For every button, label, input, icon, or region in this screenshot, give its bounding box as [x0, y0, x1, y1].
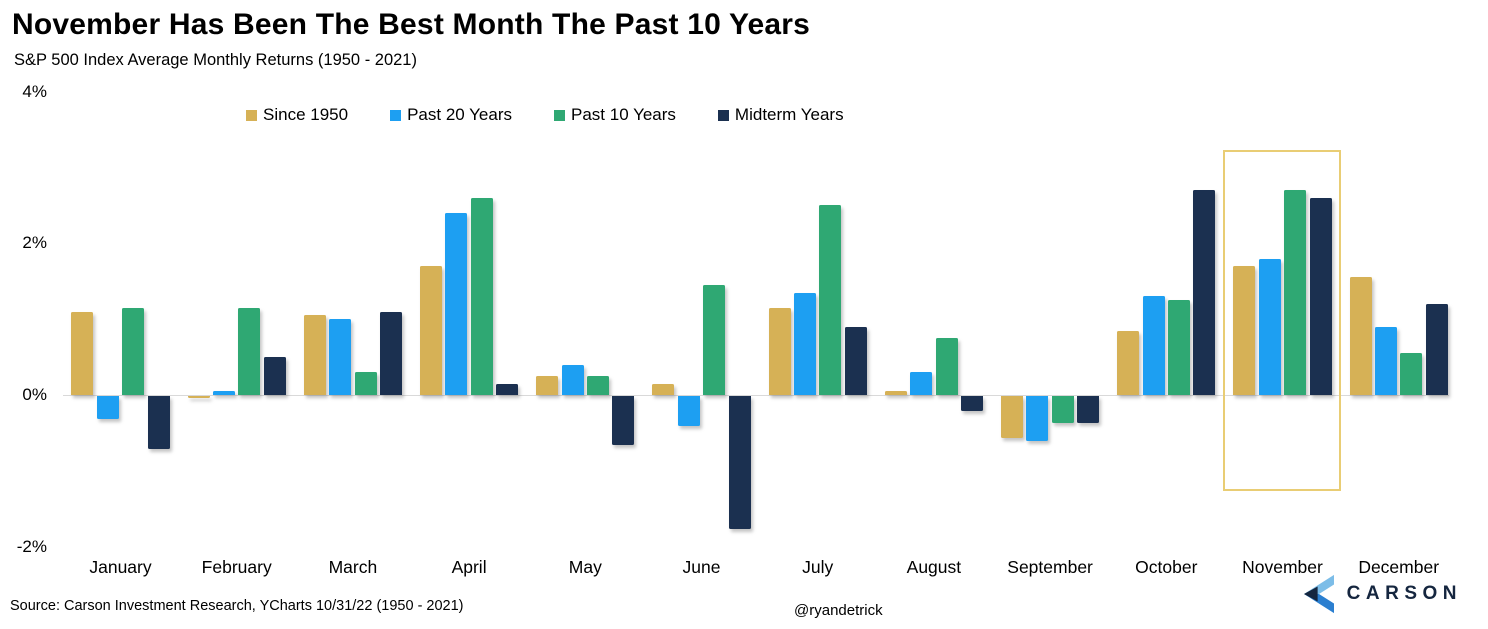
bar-september-past-10-years	[1051, 396, 1074, 423]
x-axis-label-september: September	[1007, 557, 1093, 577]
x-axis-label-june: June	[682, 557, 721, 577]
bar-january-midterm-years	[147, 396, 170, 450]
source-note: Source: Carson Investment Research, YCha…	[10, 598, 464, 614]
bar-july-midterm-years	[844, 326, 867, 395]
carson-logo-icon	[1303, 574, 1334, 614]
legend: Since 1950 Past 20 Years Past 10 Years Midt…	[246, 105, 844, 125]
bar-july-since-1950	[768, 307, 791, 395]
chart-subtitle: S&P 500 Index Average Monthly Returns (1…	[14, 51, 417, 69]
legend-item-past-20-years: Past 20 Years	[390, 105, 512, 125]
bar-june-past-20-years	[677, 396, 700, 427]
bar-november-past-10-years	[1284, 190, 1307, 395]
bar-august-past-10-years	[935, 338, 958, 395]
bar-october-past-10-years	[1167, 300, 1190, 395]
bar-september-past-20-years	[1026, 396, 1049, 442]
bar-february-since-1950	[187, 396, 210, 399]
bar-august-past-20-years	[910, 372, 933, 395]
bar-december-past-10-years	[1400, 353, 1423, 395]
x-axis-label-may: May	[568, 557, 602, 577]
y-axis-tick: 0%	[22, 385, 47, 404]
bar-may-midterm-years	[612, 396, 635, 446]
legend-label: Past 10 Years	[571, 105, 676, 124]
bar-october-since-1950	[1117, 330, 1140, 395]
bar-december-midterm-years	[1425, 304, 1448, 395]
bar-november-past-20-years	[1258, 258, 1281, 395]
bar-april-midterm-years	[496, 383, 519, 395]
bar-june-midterm-years	[728, 396, 751, 529]
bar-june-past-10-years	[703, 285, 726, 395]
x-axis-label-january: January	[89, 557, 152, 577]
bar-december-past-20-years	[1374, 326, 1397, 395]
bar-march-past-20-years	[329, 319, 352, 395]
bar-may-past-10-years	[586, 376, 609, 395]
bar-february-midterm-years	[263, 357, 286, 395]
highlight-box-november	[1223, 150, 1341, 491]
x-axis-label-november: November	[1242, 557, 1323, 577]
bar-april-past-10-years	[470, 197, 493, 395]
bar-july-past-10-years	[819, 205, 842, 395]
legend-item-midterm-years: Midterm Years	[717, 105, 844, 125]
legend-label: Midterm Years	[734, 105, 844, 124]
x-axis-label-july: July	[802, 557, 834, 577]
bar-april-past-20-years	[445, 213, 468, 395]
bar-may-since-1950	[536, 376, 559, 395]
bar-september-since-1950	[1000, 396, 1023, 438]
x-axis-label-december: December	[1358, 557, 1440, 577]
x-axis-label-august: August	[906, 557, 962, 577]
bar-october-midterm-years	[1193, 190, 1216, 395]
legend-item-past-10-years: Past 10 Years	[554, 105, 676, 125]
bar-january-past-10-years	[122, 307, 145, 395]
bar-november-midterm-years	[1309, 197, 1332, 395]
bar-january-past-20-years	[96, 396, 119, 419]
bar-february-past-20-years	[212, 391, 235, 395]
legend-label: Past 20 Years	[407, 105, 512, 124]
bar-february-past-10-years	[238, 307, 261, 395]
y-axis-tick: 2%	[22, 233, 47, 253]
bar-may-past-20-years	[561, 364, 584, 395]
y-axis-tick: -2%	[16, 536, 47, 556]
bar-march-past-10-years	[354, 372, 377, 395]
legend-label: Since 1950	[263, 105, 349, 124]
bar-march-since-1950	[303, 315, 326, 395]
bar-december-since-1950	[1349, 277, 1372, 395]
bar-august-since-1950	[884, 391, 907, 395]
legend-item-since-1950: Since 1950	[246, 105, 348, 125]
bar-august-midterm-years	[960, 396, 983, 412]
legend-swatch-icon	[554, 109, 565, 121]
bar-april-since-1950	[419, 266, 442, 395]
bar-march-midterm-years	[379, 311, 402, 395]
x-axis-line	[63, 395, 1449, 396]
legend-swatch-icon	[246, 109, 257, 121]
carson-logo: CARSON	[1303, 572, 1462, 616]
bar-june-since-1950	[652, 383, 675, 395]
x-axis-label-april: April	[451, 557, 487, 577]
x-axis-label-march: March	[328, 557, 378, 577]
twitter-handle: @ryandetrick	[794, 602, 883, 619]
bar-september-midterm-years	[1077, 396, 1100, 423]
chart-title: November Has Been The Best Month The Pas…	[12, 8, 811, 41]
bar-january-since-1950	[71, 311, 94, 395]
legend-swatch-icon	[390, 109, 402, 121]
x-axis-label-october: October	[1135, 557, 1198, 577]
bar-november-since-1950	[1233, 266, 1256, 395]
legend-swatch-icon	[717, 109, 729, 121]
y-axis-tick: 4%	[22, 81, 47, 101]
x-axis-label-february: February	[201, 557, 272, 577]
carson-logo-wordmark: CARSON	[1346, 583, 1462, 604]
bar-july-past-20-years	[793, 292, 816, 395]
bar-october-past-20-years	[1142, 296, 1165, 395]
